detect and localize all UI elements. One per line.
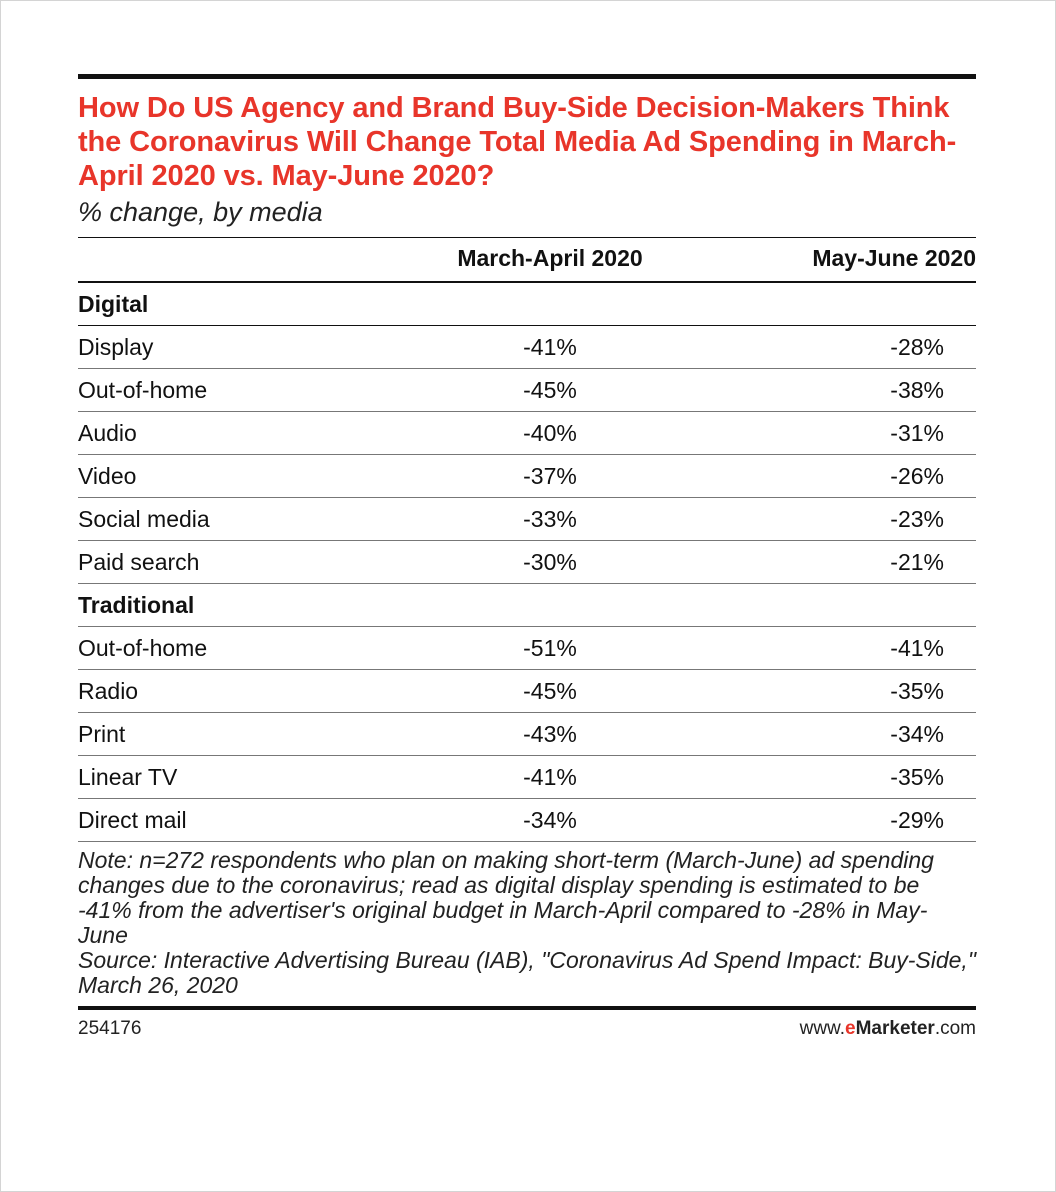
section-label: Digital (78, 282, 976, 326)
table-header-row: March-April 2020 May-June 2020 (78, 237, 976, 283)
brand-name: Marketer (855, 1018, 935, 1039)
chart-card: How Do US Agency and Brand Buy-Side Deci… (78, 74, 976, 1040)
table-body: Digital Display -41% -28% Out-of-home -45% -38… (78, 282, 976, 842)
brand-url: www.eMarketer.com (800, 1018, 976, 1040)
value-may-june: -31% (652, 411, 976, 455)
brand-prefix: www. (799, 1018, 846, 1039)
header-label (78, 238, 448, 283)
chart-subtitle: % change, by media (78, 197, 323, 227)
section-row-traditional: Traditional (78, 583, 976, 627)
value-march-april: -37% (448, 454, 652, 498)
brand-e: e (845, 1018, 856, 1039)
footer: 254176 www.eMarketer.com (78, 1018, 976, 1040)
bottom-rule (78, 1006, 976, 1010)
row-label: Out-of-home (78, 368, 448, 412)
value-may-june: -28% (652, 325, 976, 369)
row-label: Print (78, 712, 448, 756)
value-may-june: -23% (652, 497, 976, 541)
brand-suffix: .com (934, 1018, 976, 1039)
table-row: Print -43% -34% (78, 712, 976, 756)
source-text: Source: Interactive Advertising Bureau (… (78, 947, 976, 998)
value-march-april: -43% (448, 712, 652, 756)
table-row: Out-of-home -51% -41% (78, 626, 976, 670)
value-march-april: -51% (448, 626, 652, 670)
data-table: March-April 2020 May-June 2020 Digital Di… (78, 237, 976, 842)
value-may-june: -21% (652, 540, 976, 584)
value-march-april: -45% (448, 368, 652, 412)
table-row: Linear TV -41% -35% (78, 755, 976, 799)
row-label: Radio (78, 669, 448, 713)
row-label: Social media (78, 497, 448, 541)
value-may-june: -26% (652, 454, 976, 498)
value-may-june: -35% (652, 755, 976, 799)
header-march-april: March-April 2020 (457, 245, 643, 271)
value-march-april: -30% (448, 540, 652, 584)
table-row: Direct mail -34% -29% (78, 798, 976, 842)
section-row-digital: Digital (78, 282, 976, 326)
table-row: Paid search -30% -21% (78, 540, 976, 584)
header-may-june: May-June 2020 (812, 245, 976, 271)
value-march-april: -33% (448, 497, 652, 541)
row-label: Linear TV (78, 755, 448, 799)
value-march-april: -41% (448, 755, 652, 799)
value-may-june: -41% (652, 626, 976, 670)
chart-id: 254176 (78, 1018, 142, 1039)
table-row: Audio -40% -31% (78, 411, 976, 455)
value-may-june: -34% (652, 712, 976, 756)
row-label: Out-of-home (78, 626, 448, 670)
value-march-april: -40% (448, 411, 652, 455)
value-may-june: -29% (652, 798, 976, 842)
value-may-june: -38% (652, 368, 976, 412)
row-label: Video (78, 454, 448, 498)
value-may-june: -35% (652, 669, 976, 713)
table-row: Display -41% -28% (78, 325, 976, 369)
value-march-april: -41% (448, 325, 652, 369)
row-label: Audio (78, 411, 448, 455)
table-row: Video -37% -26% (78, 454, 976, 498)
row-label: Display (78, 325, 448, 369)
section-label: Traditional (78, 583, 976, 627)
table-row: Out-of-home -45% -38% (78, 368, 976, 412)
notes-block: Note: n=272 respondents who plan on maki… (78, 848, 976, 998)
value-march-april: -45% (448, 669, 652, 713)
table-row: Social media -33% -23% (78, 497, 976, 541)
row-label: Paid search (78, 540, 448, 584)
table-row: Radio -45% -35% (78, 669, 976, 713)
row-label: Direct mail (78, 798, 448, 842)
value-march-april: -34% (448, 798, 652, 842)
top-rule (78, 74, 976, 79)
note-text: Note: n=272 respondents who plan on maki… (78, 847, 934, 948)
chart-title: How Do US Agency and Brand Buy-Side Deci… (78, 92, 957, 192)
